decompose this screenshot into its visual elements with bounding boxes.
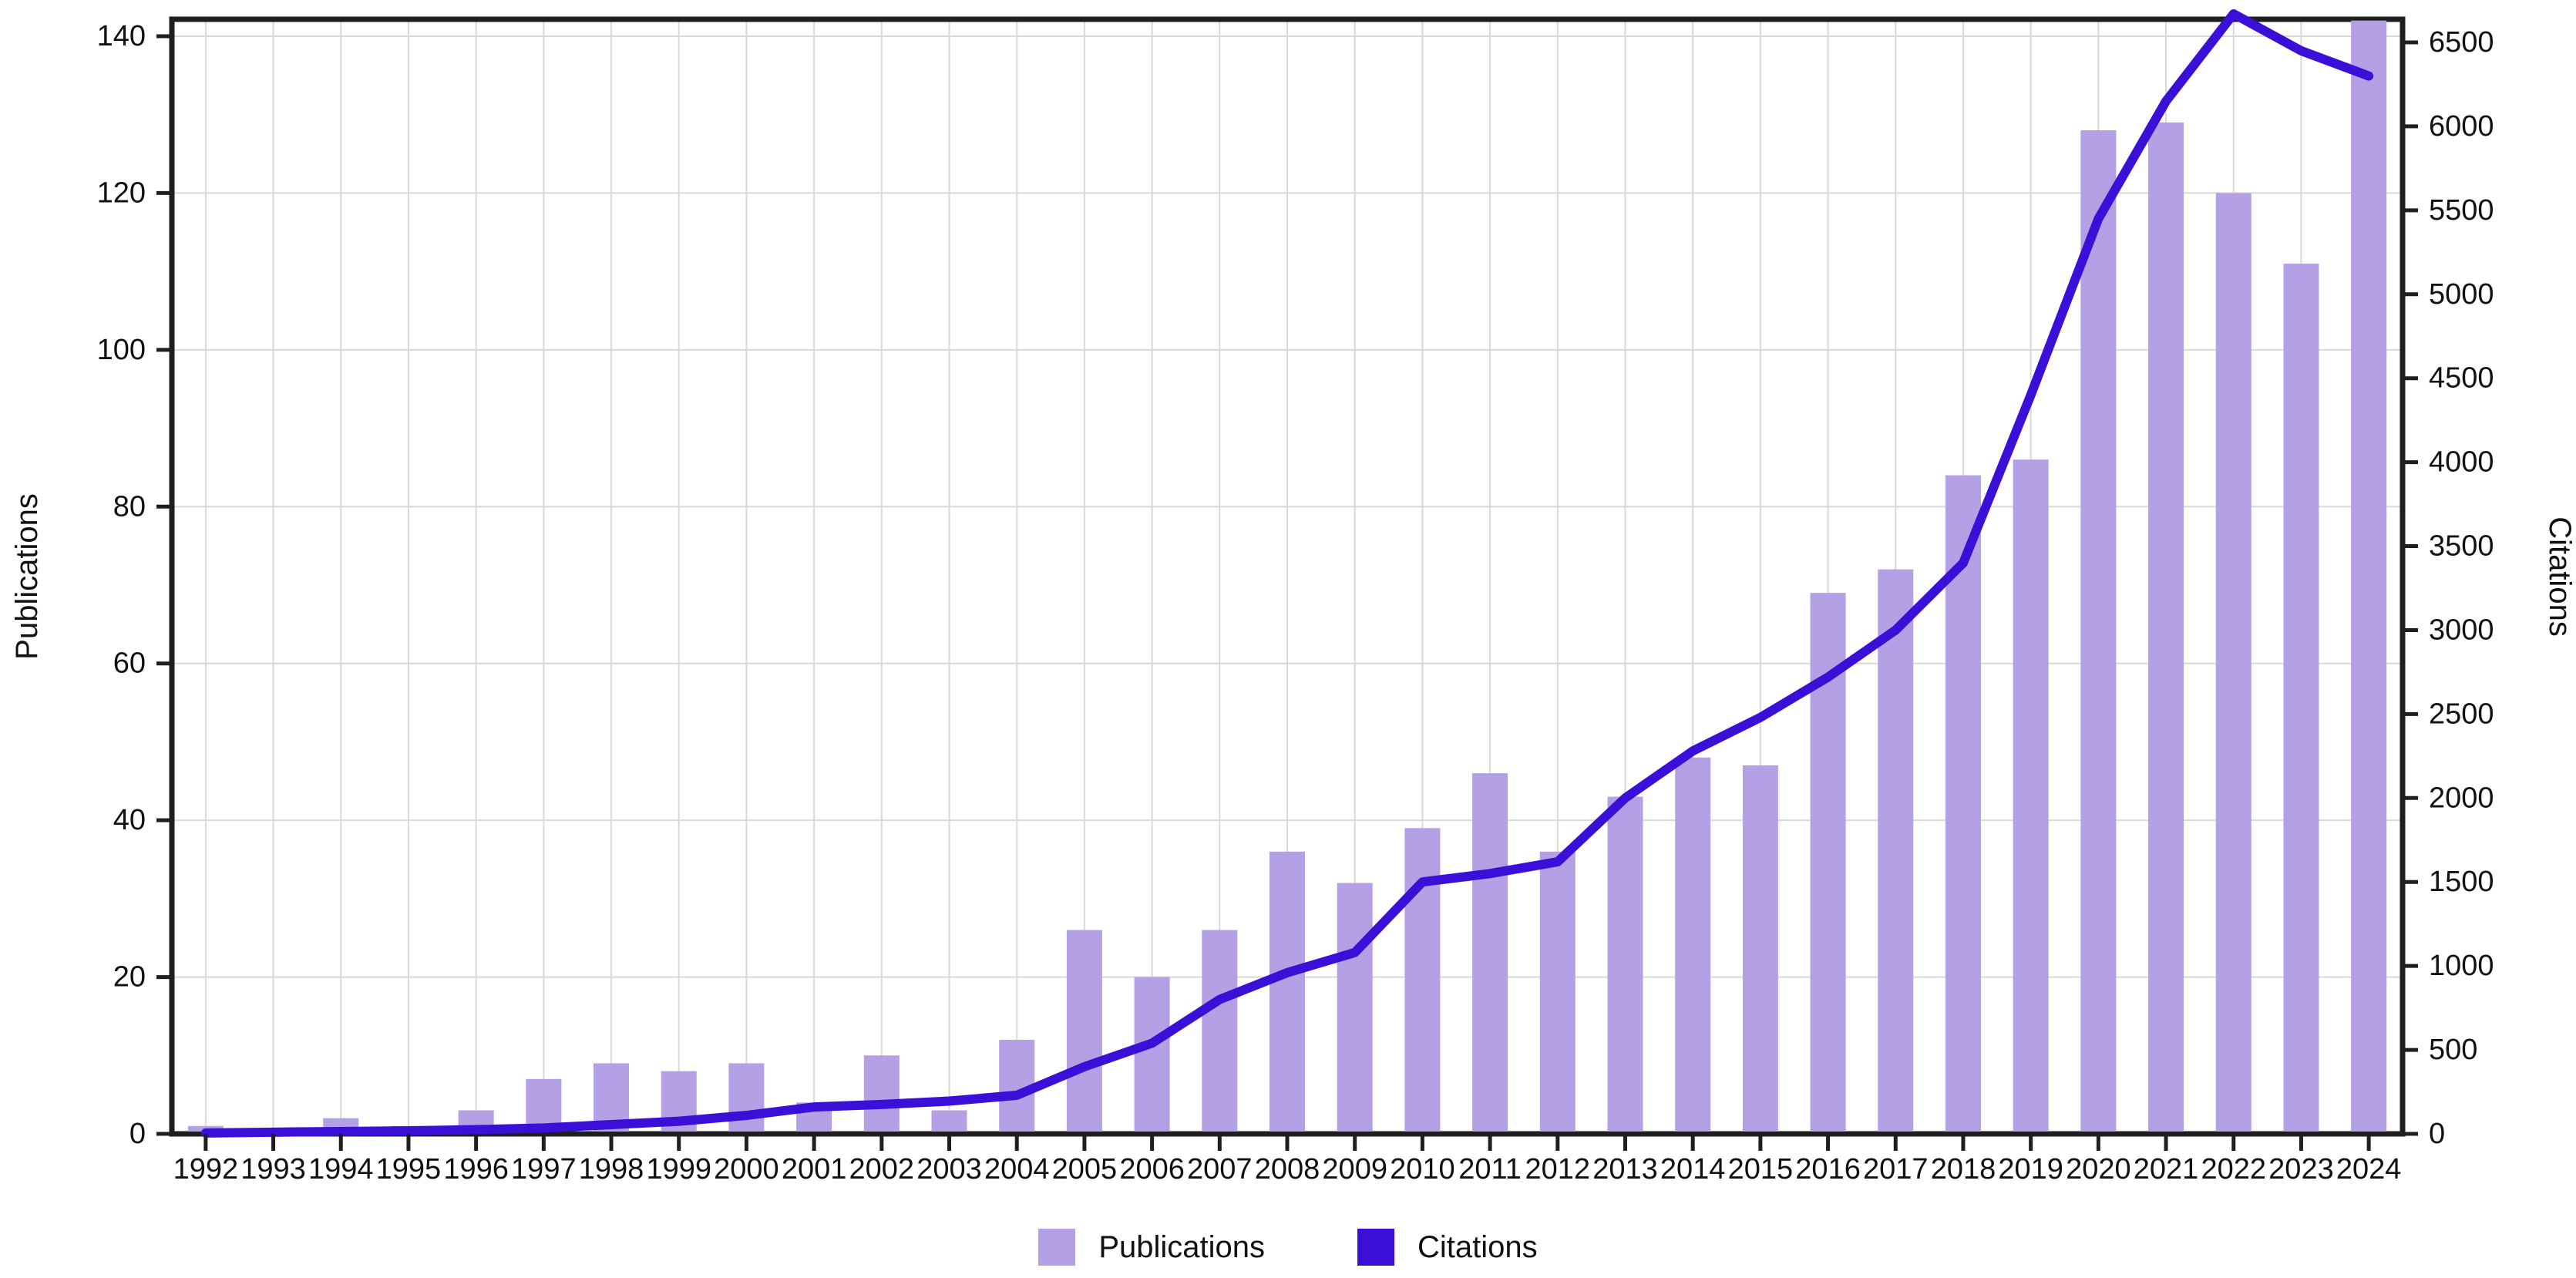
publications-bar-2024	[2351, 20, 2387, 1132]
x-tick-label-2004: 2004	[984, 1153, 1050, 1186]
citations-swatch	[1357, 1229, 1395, 1266]
publications-bar-2022	[2215, 193, 2251, 1132]
publications-bar-2009	[1337, 883, 1373, 1132]
x-tick-label-2000: 2000	[714, 1153, 779, 1186]
right-tick-label-2000: 2000	[2429, 782, 2494, 814]
publications-bar-2006	[1134, 977, 1170, 1132]
publications-bar-2018	[1945, 475, 1981, 1132]
x-tick-label-1997: 1997	[511, 1153, 577, 1186]
right-tick-label-5500: 5500	[2429, 194, 2494, 227]
left-tick-label-0: 0	[129, 1118, 146, 1150]
x-tick-label-2015: 2015	[1728, 1153, 1794, 1186]
left-tick-label-140: 140	[97, 20, 146, 52]
citations-line-path	[200, 8, 2374, 1138]
citations-line	[200, 8, 2374, 1138]
x-tick-label-1995: 1995	[376, 1153, 442, 1186]
left-tick-label-120: 120	[97, 177, 146, 209]
x-tick-label-2013: 2013	[1592, 1153, 1658, 1186]
x-tick-label-2012: 2012	[1525, 1153, 1591, 1186]
x-tick-label-1993: 1993	[240, 1153, 306, 1186]
x-tick-label-2016: 2016	[1795, 1153, 1861, 1186]
x-tick-label-2018: 2018	[1931, 1153, 1996, 1186]
right-tick-label-1000: 1000	[2429, 950, 2494, 982]
left-tick-label-80: 80	[113, 490, 146, 523]
axis-tick-labels: 0 20 40 60 80 100 120 140 0 500 1000 1500 2000 2500 30…	[97, 20, 2494, 1186]
publications-bar-2003	[931, 1110, 967, 1132]
publications-bar-2013	[1607, 796, 1643, 1132]
x-tick-label-2010: 2010	[1390, 1153, 1455, 1186]
publications-bar-2014	[1675, 757, 1711, 1132]
x-tick-label-2022: 2022	[2201, 1153, 2266, 1186]
x-tick-label-2024: 2024	[2336, 1153, 2402, 1186]
axis-ticks	[156, 34, 2418, 1151]
x-tick-label-1999: 1999	[646, 1153, 711, 1186]
x-tick-label-2023: 2023	[2268, 1153, 2334, 1186]
publications-bar-2010	[1404, 828, 1441, 1132]
publications-bar-2023	[2283, 263, 2319, 1132]
left-tick-label-40: 40	[113, 804, 146, 836]
x-tick-label-1992: 1992	[173, 1153, 239, 1186]
x-tick-label-2021: 2021	[2134, 1153, 2199, 1186]
legend-item-publications: Publications	[1038, 1229, 1265, 1266]
right-tick-label-3000: 3000	[2429, 614, 2494, 646]
publications-bar-2011	[1472, 773, 1508, 1132]
right-tick-label-4500: 4500	[2429, 362, 2494, 395]
publications-bar-2019	[2013, 459, 2049, 1132]
x-tick-label-2007: 2007	[1187, 1153, 1253, 1186]
x-tick-label-1996: 1996	[443, 1153, 509, 1186]
publications-bar-2002	[863, 1055, 900, 1132]
x-tick-label-2006: 2006	[1119, 1153, 1185, 1186]
left-tick-label-100: 100	[97, 334, 146, 366]
legend: Publications Citations	[0, 1220, 2576, 1274]
left-tick-label-20: 20	[113, 961, 146, 994]
right-tick-label-6500: 6500	[2429, 26, 2494, 59]
left-tick-label-60: 60	[113, 647, 146, 680]
publications-bar-2005	[1066, 930, 1102, 1132]
x-tick-label-1998: 1998	[579, 1153, 644, 1186]
right-tick-label-1500: 1500	[2429, 866, 2494, 898]
right-tick-label-3500: 3500	[2429, 530, 2494, 563]
publications-bar-2000	[728, 1063, 765, 1132]
x-tick-label-2020: 2020	[2066, 1153, 2131, 1186]
publications-bar-2015	[1742, 765, 1778, 1132]
right-tick-label-6000: 6000	[2429, 110, 2494, 143]
x-tick-label-2001: 2001	[782, 1153, 847, 1186]
right-tick-label-0: 0	[2429, 1118, 2445, 1150]
right-tick-label-500: 500	[2429, 1034, 2477, 1066]
right-tick-label-5000: 5000	[2429, 278, 2494, 311]
publications-swatch	[1038, 1229, 1076, 1266]
x-tick-label-2003: 2003	[916, 1153, 982, 1186]
right-tick-label-2500: 2500	[2429, 698, 2494, 730]
x-tick-label-2011: 2011	[1458, 1153, 1522, 1186]
left-axis-title: Publications	[10, 493, 44, 660]
publications-bar-2007	[1202, 930, 1238, 1132]
x-tick-label-2008: 2008	[1255, 1153, 1320, 1186]
right-tick-label-4000: 4000	[2429, 446, 2494, 479]
publications-bars	[187, 20, 2387, 1132]
x-tick-label-2017: 2017	[1863, 1153, 1929, 1186]
right-axis-title: Citations	[2543, 516, 2576, 637]
x-tick-label-1994: 1994	[308, 1153, 374, 1186]
x-tick-label-2009: 2009	[1322, 1153, 1387, 1186]
legend-item-citations: Citations	[1357, 1229, 1538, 1266]
publications-bar-2008	[1270, 851, 1305, 1132]
x-tick-label-2002: 2002	[849, 1153, 915, 1186]
legend-label-publications: Publications	[1098, 1229, 1266, 1264]
x-tick-label-2014: 2014	[1660, 1153, 1726, 1186]
publications-bar-2017	[1878, 569, 1914, 1132]
x-tick-label-2005: 2005	[1052, 1153, 1118, 1186]
publications-bar-2012	[1539, 851, 1576, 1132]
x-tick-label-2019: 2019	[1998, 1153, 2063, 1186]
publications-bar-2021	[2148, 122, 2184, 1132]
publications-bar-2020	[2080, 130, 2117, 1132]
legend-label-citations: Citations	[1417, 1229, 1538, 1264]
